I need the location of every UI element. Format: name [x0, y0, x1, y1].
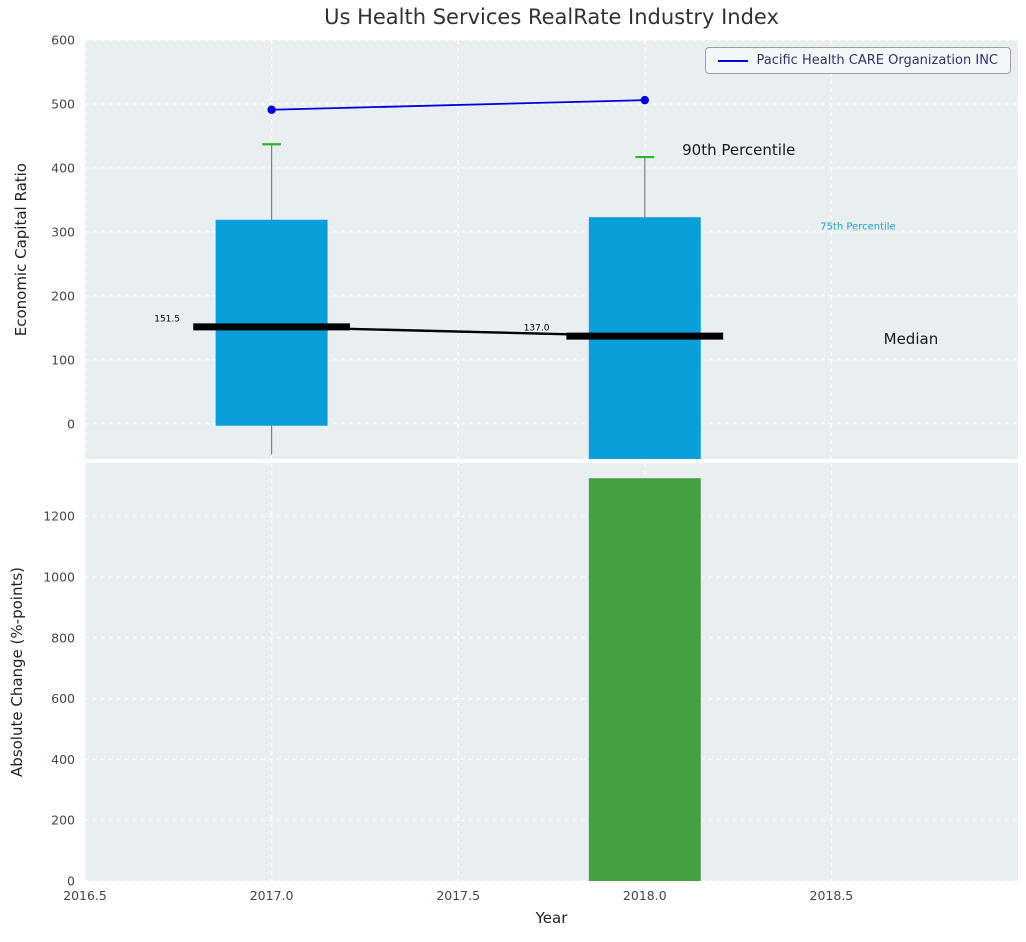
y-axis-label-top-wrap: Economic Capital Ratio [8, 40, 34, 459]
y-tick-label-top: 300 [51, 224, 75, 239]
change-bar [588, 478, 701, 881]
legend-line-sample [717, 59, 748, 62]
y-tick-label-bottom: 800 [51, 630, 75, 645]
x-tick-label: 2018.0 [623, 888, 667, 903]
chart-title: Us Health Services RealRate Industry Ind… [324, 5, 779, 29]
y-tick-label-bottom: 400 [51, 752, 75, 767]
iqr-box [215, 219, 328, 426]
y-tick-label-bottom: 1000 [43, 570, 75, 585]
y-tick-label-bottom: 1200 [43, 509, 75, 524]
x-axis-label: Year [535, 909, 568, 927]
y-axis-label-top: Economic Capital Ratio [12, 162, 30, 337]
annotation: 75th Percentile [820, 221, 896, 232]
y-tick-label-top: 200 [51, 288, 75, 303]
x-tick-label: 2016.5 [63, 888, 107, 903]
y-tick-label-top: 500 [51, 96, 75, 111]
y-tick-label-bottom: 200 [51, 813, 75, 828]
plot-area-bottom [85, 463, 1018, 881]
annotation: 151.5 [154, 314, 180, 324]
annotation: 90th Percentile [682, 141, 795, 159]
x-tick-label: 2017.5 [436, 888, 480, 903]
y-tick-label-top: 100 [51, 352, 75, 367]
annotation: 137.0 [524, 323, 550, 333]
company-series-marker [640, 95, 649, 105]
annotation: Median [884, 330, 939, 348]
x-tick-label: 2018.5 [810, 888, 854, 903]
y-tick-label-top: 0 [67, 416, 75, 431]
x-tick-label: 2017.0 [250, 888, 294, 903]
company-series-marker [267, 105, 276, 114]
legend-box: Pacific Health CARE Organization INC [704, 47, 1011, 74]
y-tick-label-bottom: 0 [67, 874, 75, 889]
y-tick-label-top: 400 [51, 160, 75, 175]
company-series-line [271, 99, 645, 111]
y-axis-label-bottom: Absolute Change (%-points) [8, 567, 26, 777]
legend-label: Pacific Health CARE Organization INC [756, 53, 999, 68]
y-tick-label-top: 600 [51, 33, 75, 48]
y-axis-label-bottom-wrap: Absolute Change (%-points) [4, 463, 30, 881]
y-tick-label-bottom: 600 [51, 691, 75, 706]
